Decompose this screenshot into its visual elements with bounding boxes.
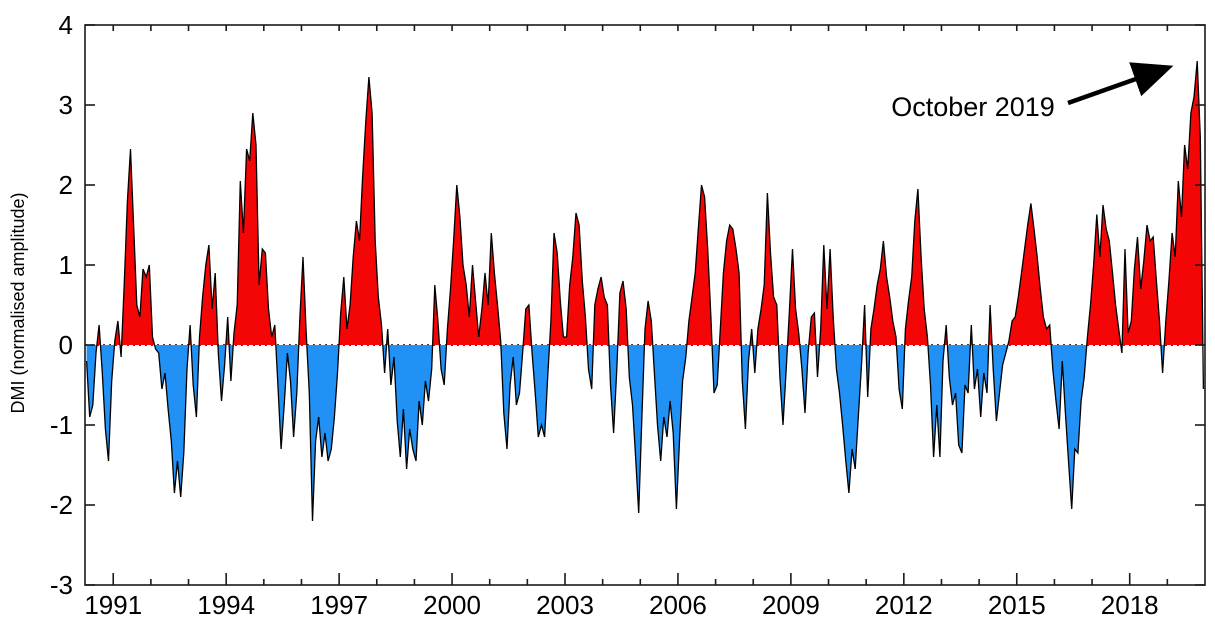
annotation-arrow-icon: [1067, 62, 1174, 106]
x-tick-label: 2015: [988, 590, 1046, 620]
y-axis-title: DMI (normalised amplitude): [8, 192, 28, 413]
series-outline: [85, 60, 1205, 522]
y-tick-label: 0: [59, 330, 73, 360]
plot-area: -3 -2 -1 0 1 2 3 4 1991 1994 1997 2000 2003 2006 2009 2…: [50, 10, 1206, 620]
y-tick-label: -1: [50, 410, 73, 440]
x-tick-label: 1994: [197, 590, 255, 620]
y-tick-label: 1: [59, 250, 73, 280]
y-tick-label: 3: [59, 90, 73, 120]
x-tick-label: 2003: [536, 590, 594, 620]
y-tick-label: 2: [59, 170, 73, 200]
x-tick-label: 2000: [423, 590, 481, 620]
y-tick-label: -2: [50, 490, 73, 520]
x-tick-label: 1997: [310, 590, 368, 620]
x-tick-label: 2009: [762, 590, 820, 620]
annotation-label: October 2019: [891, 92, 1055, 122]
x-tick-label: 1991: [84, 590, 142, 620]
x-tick-label: 2012: [875, 590, 933, 620]
x-tick-label: 2018: [1101, 590, 1159, 620]
x-tick-label: 2006: [649, 590, 707, 620]
y-tick-label: 4: [59, 10, 73, 40]
plot-border: [84, 24, 1206, 586]
y-tick-label: -3: [50, 570, 73, 600]
